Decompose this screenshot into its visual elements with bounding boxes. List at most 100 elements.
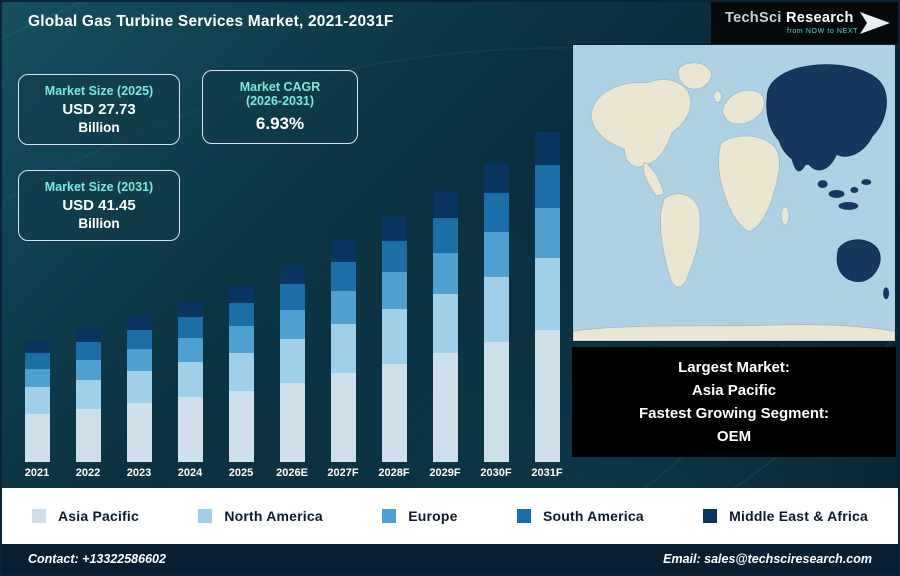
legend-swatch	[198, 509, 213, 523]
segment-asia-pacific	[279, 382, 305, 462]
bar-stack	[330, 239, 356, 462]
segment-europe	[177, 337, 203, 362]
bar-2022: 2022	[65, 329, 111, 484]
segment-north-america	[75, 379, 101, 410]
card-label: Market Size (2031)	[44, 180, 154, 194]
legend-swatch	[516, 509, 531, 523]
segment-europe	[381, 272, 407, 310]
segment-asia-pacific	[330, 373, 356, 462]
legend-item-north-america: North America	[198, 508, 323, 524]
segment-middle-east-africa	[228, 285, 254, 304]
segment-asia-pacific	[126, 403, 152, 462]
footer-contact: Contact: +13322586602	[28, 552, 166, 566]
highlight-line: Fastest Growing Segment:	[638, 405, 830, 422]
segment-asia-pacific	[177, 397, 203, 462]
continent-south-america	[660, 193, 701, 288]
segment-south-america	[126, 329, 152, 349]
bar-stack	[126, 315, 152, 462]
card-value: USD 27.73	[62, 101, 136, 118]
card-value: USD 41.45	[62, 197, 136, 214]
segment-europe	[330, 290, 356, 325]
legend-swatch	[703, 509, 718, 523]
bar-2031f: 2031F	[524, 132, 570, 484]
card-unit: Billion	[78, 216, 120, 231]
world-map-image	[572, 45, 896, 342]
segment-europe	[279, 310, 305, 340]
segment-asia-pacific	[228, 391, 254, 462]
new-zealand-highlighted	[883, 287, 890, 300]
card-value: 6.93%	[255, 114, 305, 133]
x-axis-label: 2025	[228, 467, 254, 479]
footer-email: Email: sales@techsciresearch.com	[663, 552, 872, 566]
chart-area: Global Gas Turbine Services Market, 2021…	[2, 2, 898, 488]
segment-south-america	[534, 165, 560, 209]
segment-north-america	[534, 257, 560, 330]
japan-highlighted	[872, 107, 880, 126]
bar-2030f: 2030F	[473, 163, 519, 484]
x-axis-label: 2027F	[327, 467, 359, 479]
segment-middle-east-africa	[534, 132, 560, 166]
legend-label: Middle East & Africa	[729, 508, 868, 524]
segment-south-america	[75, 342, 101, 360]
legend-swatch	[32, 509, 46, 523]
bar-stack	[75, 329, 101, 462]
segment-middle-east-africa	[177, 301, 203, 317]
australia-highlighted	[836, 239, 881, 282]
header: Global Gas Turbine Services Market, 2021…	[2, 2, 898, 44]
segment-asia-pacific	[24, 413, 50, 462]
segment-middle-east-africa	[483, 163, 509, 194]
x-axis-label: 2021	[24, 467, 50, 479]
segment-north-america	[483, 276, 509, 343]
legend-label: Asia Pacific	[58, 508, 139, 524]
segment-asia-pacific	[75, 409, 101, 462]
x-axis-label: 2028F	[378, 467, 410, 479]
right-panel: Largest Market: Asia Pacific Fastest Gro…	[572, 44, 896, 457]
footer: Contact: +13322586602 Email: sales@techs…	[2, 544, 898, 574]
continent-north-america	[590, 79, 692, 168]
bar-stack	[24, 341, 50, 462]
segment-europe	[483, 231, 509, 277]
highlight-line: OEM	[716, 428, 752, 446]
sea-islands	[828, 190, 845, 198]
x-axis-label: 2030F	[480, 467, 512, 479]
greenland	[677, 62, 713, 90]
segment-europe	[126, 348, 152, 372]
stacked-bar-chart: 2021 2022 2023 2024 2025 2026E 2027F 2028F 2029F…	[14, 132, 570, 484]
bar-2027f: 2027F	[320, 239, 366, 484]
segment-north-america	[228, 352, 254, 392]
segment-europe	[432, 253, 458, 294]
legend-label: North America	[224, 508, 323, 524]
segment-middle-east-africa	[126, 315, 152, 330]
antarctica	[572, 324, 896, 342]
card-sublabel: (2026-2031)	[245, 94, 315, 108]
india-highlighted	[790, 142, 810, 172]
sea-islands	[817, 180, 828, 189]
x-axis-label: 2026E	[276, 467, 308, 479]
card-label: Market Size (2025)	[44, 84, 154, 98]
segment-europe	[75, 359, 101, 380]
market-highlight-box: Largest Market: Asia Pacific Fastest Gro…	[572, 347, 896, 457]
segment-middle-east-africa	[330, 239, 356, 263]
segment-south-america	[432, 217, 458, 254]
x-axis-label: 2023	[126, 467, 152, 479]
continent-africa	[718, 135, 780, 233]
logo-brand: TechSci Research	[725, 9, 858, 26]
logo-tagline: from NOW to NEXT	[786, 27, 858, 35]
sea-islands	[861, 179, 872, 186]
logo-brand-first: TechSci	[725, 9, 782, 26]
legend-label: South America	[542, 508, 644, 524]
bar-stack	[177, 301, 203, 462]
bar-stack	[534, 132, 560, 462]
card-market-cagr: Market CAGR (2026-2031) 6.93%	[202, 70, 358, 144]
segment-middle-east-africa	[75, 329, 101, 343]
bar-stack	[483, 163, 509, 462]
segment-middle-east-africa	[432, 191, 458, 218]
card-market-size-2031: Market Size (2031) USD 41.45 Billion	[18, 170, 180, 241]
segment-north-america	[24, 387, 50, 414]
world-map	[572, 44, 896, 342]
segment-north-america	[381, 309, 407, 364]
bar-stack	[432, 191, 458, 462]
logo-brand-second: Research	[781, 9, 854, 26]
legend-item-europe: Europe	[382, 508, 457, 524]
